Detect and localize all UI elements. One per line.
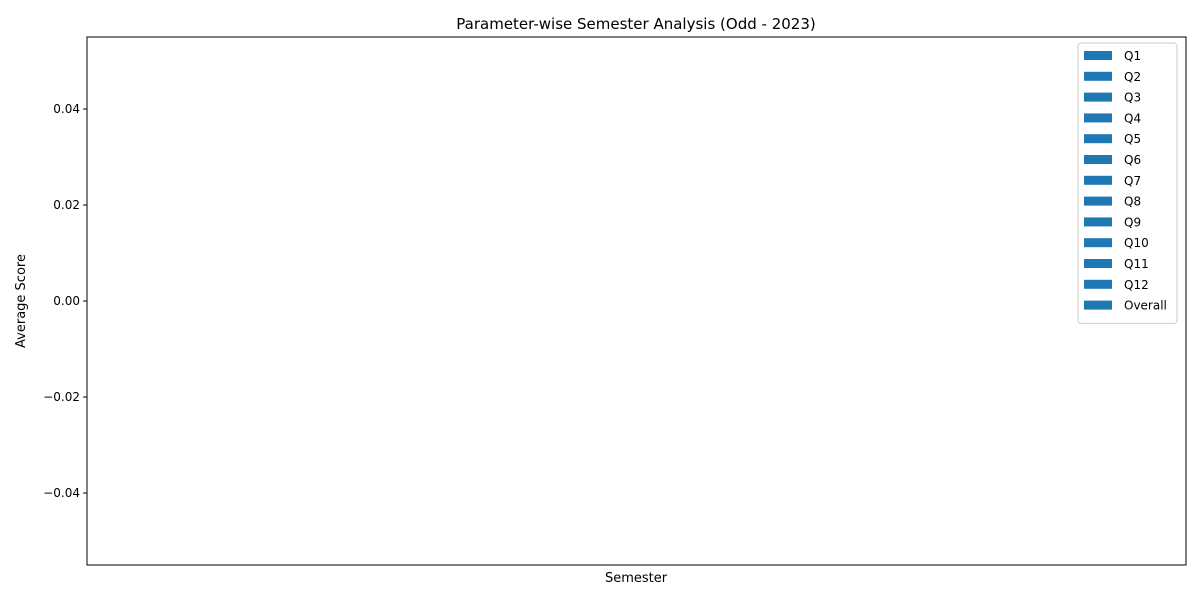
y-tick-label: −0.04 — [43, 486, 80, 500]
legend-label: Q8 — [1124, 195, 1141, 209]
legend-swatch — [1084, 238, 1112, 248]
legend-label: Overall — [1124, 299, 1167, 313]
legend-label: Q9 — [1124, 215, 1141, 229]
legend-swatch — [1084, 92, 1112, 102]
plot-area — [86, 36, 1187, 566]
legend-label: Q7 — [1124, 174, 1141, 188]
legend-swatch — [1084, 51, 1112, 60]
legend-swatch — [1084, 155, 1112, 164]
legend-swatch — [1084, 300, 1112, 310]
y-tick-label: 0.00 — [53, 294, 80, 308]
legend-label: Q3 — [1124, 91, 1141, 105]
y-axis-ticks: −0.04 −0.02 0.00 0.02 0.04 — [43, 102, 87, 500]
y-tick-label: 0.04 — [53, 102, 80, 116]
legend-label: Q5 — [1124, 132, 1141, 146]
legend-label: Q12 — [1124, 278, 1149, 292]
y-tick-label: −0.02 — [43, 390, 80, 404]
legend-label: Q4 — [1124, 111, 1141, 125]
legend-label: Q10 — [1124, 236, 1149, 250]
x-axis-label: Semester — [605, 571, 668, 586]
legend-swatch — [1084, 113, 1112, 123]
legend-swatch — [1084, 71, 1112, 81]
legend-label: Q11 — [1124, 257, 1149, 271]
legend: Q1 Q2 Q3 Q4 Q5 Q6 Q7 Q8 Q9 Q10 Q11 Q12 Overall — [1077, 42, 1178, 324]
legend-label: Q1 — [1124, 49, 1141, 63]
y-tick-label: 0.02 — [53, 198, 80, 212]
legend-label: Q6 — [1124, 153, 1141, 167]
legend-swatch — [1084, 259, 1112, 268]
legend-swatch — [1084, 134, 1112, 144]
legend-swatch — [1084, 196, 1112, 206]
legend-swatch — [1084, 217, 1112, 227]
chart-title: Parameter-wise Semester Analysis (Odd - … — [456, 15, 815, 33]
legend-box — [1077, 42, 1178, 324]
legend-swatch — [1084, 279, 1112, 289]
legend-label: Q2 — [1124, 70, 1141, 84]
legend-swatch — [1084, 175, 1112, 185]
y-axis-label: Average Score — [14, 254, 29, 348]
